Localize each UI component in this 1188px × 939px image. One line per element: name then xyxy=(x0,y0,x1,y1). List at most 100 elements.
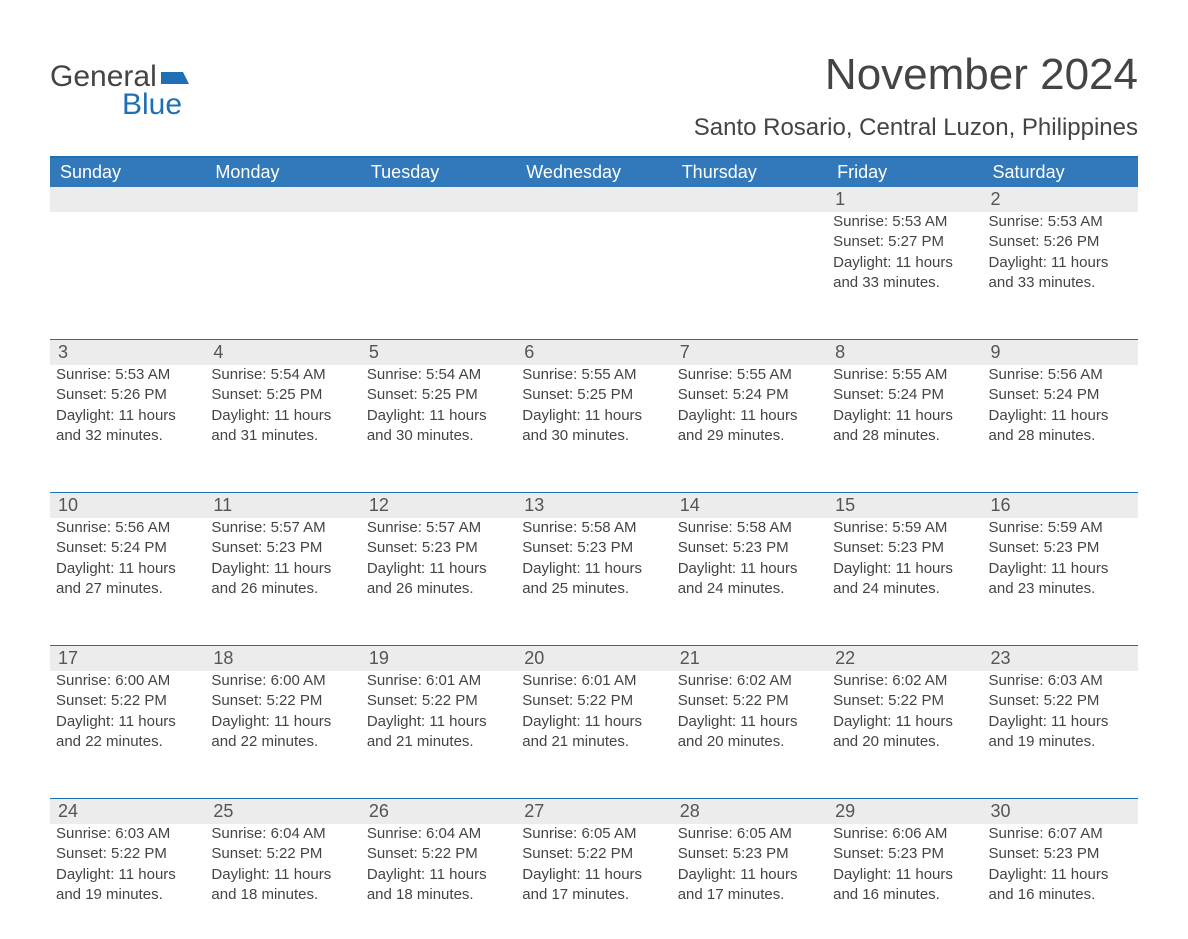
day-number: 8 xyxy=(827,340,982,365)
day-number: 11 xyxy=(205,493,360,518)
page-subtitle: Santo Rosario, Central Luzon, Philippine… xyxy=(694,114,1138,142)
day-number: 9 xyxy=(983,340,1138,365)
calendar-cell xyxy=(205,212,360,327)
calendar-cell: Sunrise: 5:59 AMSunset: 5:23 PMDaylight:… xyxy=(983,518,1138,633)
calendar-cell: Sunrise: 6:03 AMSunset: 5:22 PMDaylight:… xyxy=(983,671,1138,786)
sunset-text: Sunset: 5:22 PM xyxy=(522,844,665,864)
daylight-text: Daylight: 11 hours and 23 minutes. xyxy=(989,559,1132,600)
sunrise-text: Sunrise: 5:59 AM xyxy=(833,518,976,538)
sunset-text: Sunset: 5:22 PM xyxy=(833,691,976,711)
daylight-text: Daylight: 11 hours and 22 minutes. xyxy=(211,712,354,753)
calendar-cell: Sunrise: 5:56 AMSunset: 5:24 PMDaylight:… xyxy=(50,518,205,633)
dayname-saturday: Saturday xyxy=(983,158,1138,187)
day-number xyxy=(361,187,516,212)
daylight-text: Daylight: 11 hours and 24 minutes. xyxy=(833,559,976,600)
sunset-text: Sunset: 5:24 PM xyxy=(678,385,821,405)
dayname-row: Sunday Monday Tuesday Wednesday Thursday… xyxy=(50,158,1138,187)
calendar-cell xyxy=(672,212,827,327)
calendar-cell: Sunrise: 5:59 AMSunset: 5:23 PMDaylight:… xyxy=(827,518,982,633)
sunrise-text: Sunrise: 6:01 AM xyxy=(522,671,665,691)
calendar-cell xyxy=(516,212,671,327)
daylight-text: Daylight: 11 hours and 20 minutes. xyxy=(678,712,821,753)
daylight-text: Daylight: 11 hours and 27 minutes. xyxy=(56,559,199,600)
calendar-cell: Sunrise: 6:01 AMSunset: 5:22 PMDaylight:… xyxy=(361,671,516,786)
sunset-text: Sunset: 5:22 PM xyxy=(56,691,199,711)
sunrise-text: Sunrise: 6:04 AM xyxy=(367,824,510,844)
day-number: 6 xyxy=(516,340,671,365)
daylight-text: Daylight: 11 hours and 16 minutes. xyxy=(989,865,1132,906)
sunset-text: Sunset: 5:23 PM xyxy=(833,538,976,558)
day-number: 10 xyxy=(50,493,205,518)
sunrise-text: Sunrise: 5:59 AM xyxy=(989,518,1132,538)
day-number: 30 xyxy=(983,799,1138,824)
daylight-text: Daylight: 11 hours and 19 minutes. xyxy=(989,712,1132,753)
calendar-cell: Sunrise: 6:05 AMSunset: 5:23 PMDaylight:… xyxy=(672,824,827,939)
day-number: 12 xyxy=(361,493,516,518)
sunrise-text: Sunrise: 6:04 AM xyxy=(211,824,354,844)
calendar-cell: Sunrise: 5:53 AMSunset: 5:26 PMDaylight:… xyxy=(50,365,205,480)
daylight-text: Daylight: 11 hours and 17 minutes. xyxy=(522,865,665,906)
sunrise-text: Sunrise: 5:54 AM xyxy=(211,365,354,385)
page-title: November 2024 xyxy=(694,50,1138,100)
daylight-text: Daylight: 11 hours and 20 minutes. xyxy=(833,712,976,753)
day-number: 26 xyxy=(361,799,516,824)
sunrise-text: Sunrise: 5:54 AM xyxy=(367,365,510,385)
sunrise-text: Sunrise: 6:01 AM xyxy=(367,671,510,691)
dayname-monday: Monday xyxy=(205,158,360,187)
day-number: 28 xyxy=(672,799,827,824)
daylight-text: Daylight: 11 hours and 21 minutes. xyxy=(522,712,665,753)
calendar-cell: Sunrise: 5:55 AMSunset: 5:24 PMDaylight:… xyxy=(827,365,982,480)
sunrise-text: Sunrise: 5:55 AM xyxy=(522,365,665,385)
calendar-cell: Sunrise: 5:54 AMSunset: 5:25 PMDaylight:… xyxy=(361,365,516,480)
daylight-text: Daylight: 11 hours and 25 minutes. xyxy=(522,559,665,600)
sunset-text: Sunset: 5:22 PM xyxy=(367,844,510,864)
daylight-text: Daylight: 11 hours and 32 minutes. xyxy=(56,406,199,447)
sunset-text: Sunset: 5:23 PM xyxy=(522,538,665,558)
calendar-cell: Sunrise: 5:55 AMSunset: 5:24 PMDaylight:… xyxy=(672,365,827,480)
sunrise-text: Sunrise: 6:03 AM xyxy=(989,671,1132,691)
sunset-text: Sunset: 5:22 PM xyxy=(211,691,354,711)
sunset-text: Sunset: 5:23 PM xyxy=(989,844,1132,864)
daylight-text: Daylight: 11 hours and 30 minutes. xyxy=(367,406,510,447)
sunrise-text: Sunrise: 5:58 AM xyxy=(522,518,665,538)
day-number: 17 xyxy=(50,646,205,671)
daylight-text: Daylight: 11 hours and 26 minutes. xyxy=(367,559,510,600)
calendar-cell: Sunrise: 6:00 AMSunset: 5:22 PMDaylight:… xyxy=(50,671,205,786)
calendar-cell: Sunrise: 6:03 AMSunset: 5:22 PMDaylight:… xyxy=(50,824,205,939)
daylight-text: Daylight: 11 hours and 24 minutes. xyxy=(678,559,821,600)
calendar-cell: Sunrise: 5:54 AMSunset: 5:25 PMDaylight:… xyxy=(205,365,360,480)
calendar-cell xyxy=(50,212,205,327)
calendar-cell: Sunrise: 5:53 AMSunset: 5:26 PMDaylight:… xyxy=(983,212,1138,327)
sunset-text: Sunset: 5:22 PM xyxy=(989,691,1132,711)
calendar-cell: Sunrise: 6:07 AMSunset: 5:23 PMDaylight:… xyxy=(983,824,1138,939)
header: General Blue November 2024 Santo Rosario… xyxy=(50,30,1138,142)
sunrise-text: Sunrise: 6:00 AM xyxy=(211,671,354,691)
day-number: 7 xyxy=(672,340,827,365)
calendar-cell: Sunrise: 6:01 AMSunset: 5:22 PMDaylight:… xyxy=(516,671,671,786)
calendar-cell: Sunrise: 5:58 AMSunset: 5:23 PMDaylight:… xyxy=(516,518,671,633)
day-number: 19 xyxy=(361,646,516,671)
day-number: 29 xyxy=(827,799,982,824)
day-number: 18 xyxy=(205,646,360,671)
calendar-cell: Sunrise: 5:56 AMSunset: 5:24 PMDaylight:… xyxy=(983,365,1138,480)
sunset-text: Sunset: 5:22 PM xyxy=(211,844,354,864)
day-number: 22 xyxy=(827,646,982,671)
calendar: Sunday Monday Tuesday Wednesday Thursday… xyxy=(50,156,1138,939)
daylight-text: Daylight: 11 hours and 31 minutes. xyxy=(211,406,354,447)
sunset-text: Sunset: 5:24 PM xyxy=(989,385,1132,405)
daylight-text: Daylight: 11 hours and 17 minutes. xyxy=(678,865,821,906)
sunrise-text: Sunrise: 5:57 AM xyxy=(211,518,354,538)
sunrise-text: Sunrise: 5:53 AM xyxy=(56,365,199,385)
daylight-text: Daylight: 11 hours and 18 minutes. xyxy=(211,865,354,906)
sunset-text: Sunset: 5:27 PM xyxy=(833,232,976,252)
sunset-text: Sunset: 5:23 PM xyxy=(678,844,821,864)
sunset-text: Sunset: 5:23 PM xyxy=(989,538,1132,558)
calendar-cell: Sunrise: 6:02 AMSunset: 5:22 PMDaylight:… xyxy=(827,671,982,786)
sunrise-text: Sunrise: 6:02 AM xyxy=(833,671,976,691)
sunrise-text: Sunrise: 6:03 AM xyxy=(56,824,199,844)
calendar-cell: Sunrise: 5:57 AMSunset: 5:23 PMDaylight:… xyxy=(205,518,360,633)
sunset-text: Sunset: 5:22 PM xyxy=(678,691,821,711)
sunset-text: Sunset: 5:24 PM xyxy=(833,385,976,405)
day-number: 3 xyxy=(50,340,205,365)
logo-word-blue: Blue xyxy=(122,88,182,122)
